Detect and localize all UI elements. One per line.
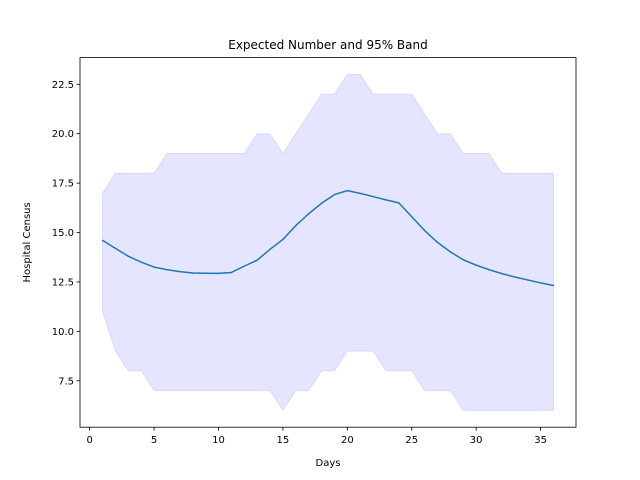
line-point: [295, 224, 297, 227]
y-tick-label: 17.5: [52, 179, 74, 190]
line-point: [514, 276, 516, 278]
expected-line: [102, 189, 554, 287]
line-point: [526, 279, 529, 281]
line-point: [372, 195, 374, 198]
line-point: [488, 268, 490, 271]
plot-area: [101, 73, 555, 412]
plot-frame: [79, 57, 577, 428]
line-point: [153, 266, 155, 268]
y-tick-label: 15.0: [52, 228, 74, 239]
x-axis: 0 5 10 15 20 25 30 35: [86, 427, 547, 446]
line-point: [539, 282, 542, 284]
x-tick-label: 15: [277, 435, 290, 446]
line-point: [127, 255, 130, 257]
line-point: [269, 248, 271, 251]
y-tick-label: 7.5: [58, 376, 74, 387]
line-point: [256, 259, 258, 261]
y-axis: 7.5 10.0 12.5 15.0 17.5 20.0 22.5: [52, 80, 80, 387]
line-point: [346, 189, 349, 192]
line-point: [501, 272, 503, 275]
chart-title: Expected Number and 95% Band: [228, 38, 428, 52]
line-point: [140, 261, 142, 263]
line-point: [449, 251, 452, 253]
y-tick-label: 20.0: [52, 129, 74, 140]
x-tick-label: 5: [151, 435, 157, 446]
line-point: [436, 241, 439, 244]
line-point: [307, 212, 310, 215]
x-tick-label: 35: [534, 435, 547, 446]
line-point: [462, 259, 465, 261]
x-axis-label: Days: [316, 458, 341, 469]
y-axis-label: Hospital Census: [22, 202, 33, 282]
line-point: [410, 215, 413, 218]
line-point: [166, 268, 168, 271]
line-point: [552, 284, 555, 287]
confidence-band: [102, 73, 554, 412]
line-point: [359, 192, 361, 195]
line-point: [243, 265, 246, 267]
line-point: [179, 270, 181, 273]
x-tick-label: 30: [470, 435, 483, 446]
line-point: [282, 238, 284, 241]
line-point: [191, 272, 194, 274]
x-tick-label: 20: [341, 435, 354, 446]
line-point: [204, 272, 207, 274]
line-point: [217, 272, 220, 275]
line-point: [385, 199, 387, 201]
line-point: [423, 229, 426, 232]
line-point: [333, 193, 336, 196]
line-point: [230, 271, 233, 274]
expected-points: [101, 189, 555, 287]
line-point: [475, 264, 477, 266]
y-tick-label: 22.5: [52, 80, 74, 91]
y-tick-label: 10.0: [52, 327, 74, 338]
x-tick-label: 10: [212, 435, 225, 446]
y-tick-label: 12.5: [52, 277, 74, 288]
x-tick-label: 25: [405, 435, 418, 446]
line-point: [114, 247, 117, 250]
line-point: [101, 239, 104, 242]
line-point: [320, 202, 323, 205]
x-tick-label: 0: [86, 435, 92, 446]
line-point: [398, 202, 400, 204]
